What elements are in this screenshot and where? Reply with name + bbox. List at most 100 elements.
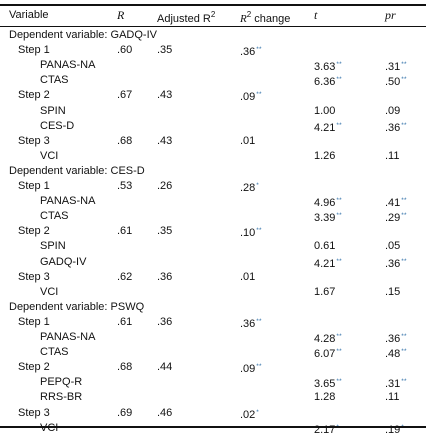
- predictor-row: VCI 2.17* .19*: [0, 421, 426, 437]
- variable-cell: Step 2: [18, 89, 50, 102]
- r2-change-cell: .09**: [240, 363, 262, 376]
- significance-mark: **: [336, 197, 342, 205]
- step-row: Step 2 .61 .35 .10**: [0, 224, 426, 240]
- variable-cell: CTAS: [40, 210, 69, 223]
- significance-mark: **: [401, 61, 407, 69]
- step-row: Step 1 .60 .35 .36**: [0, 43, 426, 59]
- variable-cell: Step 1: [18, 180, 50, 192]
- adjusted-r2-cell: .43: [157, 134, 173, 147]
- pr-cell: .11: [385, 391, 400, 404]
- table-bottom-rule: [0, 426, 426, 428]
- variable-cell: Step 2: [18, 225, 50, 238]
- predictor-row: PANAS-NA 4.96** .41**: [0, 194, 426, 210]
- t-cell: 3.63**: [314, 61, 342, 74]
- pr-cell: .36**: [385, 121, 407, 134]
- t-cell: 1.67: [314, 285, 336, 298]
- pr-cell: .41**: [385, 197, 407, 210]
- variable-cell: PANAS-NA: [40, 59, 96, 72]
- predictor-row: CES-D 4.21** .36**: [0, 119, 426, 134]
- pr-cell: .19*: [385, 421, 404, 437]
- significance-mark: **: [401, 378, 407, 386]
- t-cell: 1.28: [314, 391, 336, 404]
- r-cell: .68: [117, 134, 133, 147]
- pr-cell: .48**: [385, 348, 407, 361]
- step-row: Step 3 .69 .46 .02*: [0, 406, 426, 421]
- pr-cell: .50**: [385, 76, 407, 89]
- predictor-row: CTAS 3.39** .29**: [0, 209, 426, 225]
- r-cell: .62: [117, 270, 133, 283]
- t-cell: 4.21**: [314, 121, 342, 134]
- predictor-row: SPIN 0.61 .05: [0, 239, 426, 253]
- variable-cell: VCI: [40, 149, 59, 162]
- significance-mark: **: [401, 348, 407, 356]
- significance-mark: **: [256, 91, 262, 99]
- adjusted-r2-cell: .26: [157, 180, 173, 192]
- r2-change-cell: .01: [240, 134, 256, 147]
- significance-mark: **: [256, 317, 262, 325]
- significance-mark: **: [401, 212, 407, 220]
- adjusted-r2-cell: .36: [157, 270, 173, 283]
- significance-mark: **: [256, 363, 262, 371]
- pr-cell: .31**: [385, 378, 407, 391]
- r2-change-cell: .10**: [240, 227, 262, 240]
- significance-mark: **: [336, 212, 342, 220]
- t-cell: 3.65**: [314, 378, 342, 391]
- pr-cell: .05: [385, 240, 401, 253]
- header-pr: pr: [385, 8, 396, 22]
- t-cell: 4.28**: [314, 333, 342, 345]
- significance-mark: **: [336, 76, 342, 84]
- predictor-row: PANAS-NA 4.28** .36**: [0, 330, 426, 345]
- step-row: Step 1 .61 .36 .36**: [0, 315, 426, 330]
- predictor-row: PANAS-NA 3.63** .31**: [0, 58, 426, 74]
- t-cell: 2.17*: [314, 421, 339, 437]
- variable-cell: SPIN: [40, 240, 66, 253]
- step-row: Step 2 .68 .44 .09**: [0, 360, 426, 376]
- variable-cell: VCI: [40, 285, 59, 298]
- variable-cell: PANAS-NA: [40, 195, 96, 208]
- significance-mark: **: [336, 348, 342, 356]
- variable-cell: CTAS: [40, 346, 69, 359]
- adjusted-r2-cell: .36: [157, 315, 173, 328]
- r-cell: .53: [117, 180, 133, 192]
- variable-cell: Step 3: [18, 406, 50, 419]
- t-cell: 0.61: [314, 240, 336, 253]
- step-row: Step 1 .53 .26 .28*: [0, 179, 426, 194]
- significance-mark: **: [256, 227, 262, 235]
- pr-cell: .36**: [385, 333, 407, 345]
- variable-cell: PANAS-NA: [40, 331, 96, 343]
- r2-change-cell: .36**: [240, 46, 262, 59]
- r-cell: .61: [117, 315, 133, 328]
- adjusted-r2-cell: .44: [157, 361, 173, 374]
- t-cell: 3.39**: [314, 212, 342, 225]
- header-variable: Variable: [9, 9, 49, 21]
- pr-cell: .15: [385, 285, 401, 298]
- section-row: Dependent variable: CES-D: [0, 164, 426, 178]
- predictor-row: GADQ-IV 4.21** .36**: [0, 255, 426, 270]
- header-t: t: [314, 8, 318, 22]
- t-cell: 6.07**: [314, 348, 342, 361]
- t-cell: 4.21**: [314, 257, 342, 270]
- significance-mark: **: [401, 257, 407, 265]
- adjusted-r2-cell: .46: [157, 406, 173, 419]
- predictor-row: CTAS 6.36** .50**: [0, 73, 426, 89]
- variable-cell: Dependent variable: PSWQ: [9, 300, 145, 313]
- variable-cell: CES-D: [40, 119, 75, 132]
- variable-cell: Step 3: [18, 270, 50, 283]
- step-row: Step 2 .67 .43 .09**: [0, 88, 426, 104]
- significance-mark: **: [401, 121, 407, 129]
- header-r2-change: R2 change: [240, 10, 291, 25]
- r2-change-cell: .09**: [240, 91, 262, 104]
- r-cell: .69: [117, 406, 133, 419]
- significance-mark: **: [336, 378, 342, 386]
- variable-cell: VCI: [40, 421, 59, 434]
- significance-mark: **: [401, 333, 407, 340]
- pr-cell: .31**: [385, 61, 407, 74]
- pr-cell: .09: [385, 104, 401, 117]
- significance-mark: **: [256, 46, 262, 54]
- table-top-rule: [0, 4, 426, 6]
- variable-cell: GADQ-IV: [40, 255, 87, 268]
- predictor-row: VCI 1.67 .15: [0, 285, 426, 299]
- t-cell: 6.36**: [314, 76, 342, 89]
- pr-cell: .36**: [385, 257, 407, 270]
- header-rule: [0, 26, 426, 27]
